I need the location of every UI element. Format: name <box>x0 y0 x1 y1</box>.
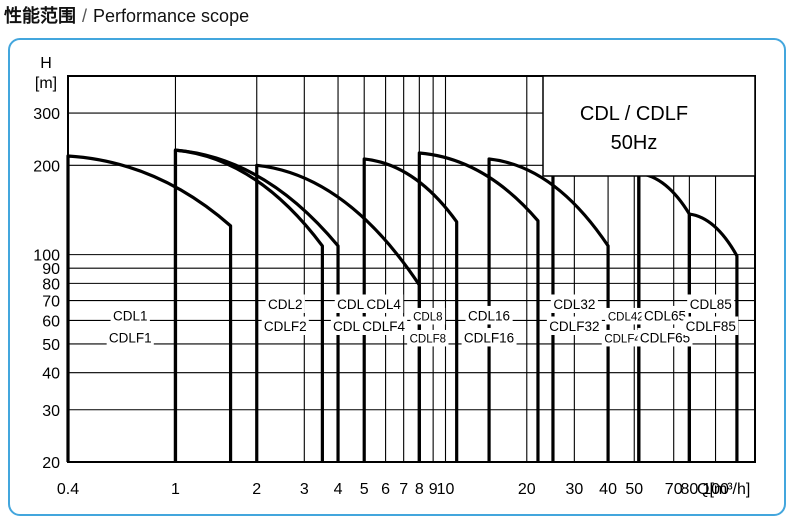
y-tick-label: 40 <box>42 366 60 383</box>
series-label-bg <box>360 316 408 335</box>
envelope-cdl1 <box>66 154 233 462</box>
series-label-cdl3: CDL3 <box>337 297 372 312</box>
x-tick-label: 20 <box>518 481 536 498</box>
series-label-cdlf42: CDLF42 <box>604 333 647 345</box>
title-separator: / <box>82 6 88 26</box>
y-axis-unit: [m] <box>35 75 57 92</box>
chart-title: CDL / CDLF <box>580 103 688 125</box>
chart-frame <box>8 38 786 516</box>
x-tick-label: 10 <box>437 481 455 498</box>
series-label-cdlf2: CDLF2 <box>264 319 307 334</box>
x-tick-label: 80 <box>680 481 698 498</box>
series-label-bg <box>605 307 647 325</box>
series-label-bg <box>683 316 739 335</box>
x-tick-label: 4 <box>334 481 343 498</box>
series-label-bg <box>546 316 602 335</box>
series-label-cdlf16: CDLF16 <box>464 330 514 345</box>
page-header: 性能范围 / Performance scope <box>4 2 249 28</box>
series-label-cdlf1: CDLF1 <box>109 330 152 345</box>
series-label-cdlf65: CDLF65 <box>640 330 690 345</box>
english-title: Performance scope <box>93 6 250 26</box>
y-tick-label: 30 <box>42 403 60 420</box>
series-label-cdlf32: CDLF32 <box>549 319 599 334</box>
x-tick-label: 3 <box>300 481 309 498</box>
series-label-bg <box>407 329 449 347</box>
series-label-cdl8: CDL8 <box>413 311 442 323</box>
x-tick-label: 9 <box>429 481 438 498</box>
series-label-bg <box>363 294 404 313</box>
y-tick-label: 60 <box>42 313 60 330</box>
x-tick-label: 5 <box>360 481 369 498</box>
y-tick-label: 20 <box>42 455 60 472</box>
series-label-cdl32: CDL32 <box>553 297 595 312</box>
x-axis-label: Q[m³/h] <box>697 481 750 498</box>
series-label-bg <box>637 327 693 347</box>
series-label-bg <box>410 307 446 325</box>
series-label-bg <box>465 305 513 325</box>
envelope-cdl16 <box>417 151 540 462</box>
envelope-cdl8 <box>362 157 459 462</box>
series-label-cdlf4: CDLF4 <box>362 319 405 334</box>
x-tick-label: 6 <box>381 481 390 498</box>
series-label-bg <box>106 327 154 347</box>
y-tick-label: 300 <box>33 106 60 123</box>
title-box <box>542 75 756 177</box>
series-labels: CDL1CDLF1CDL2CDLF2CDL3CDLF3CDL4CDLF4CDL8… <box>106 294 739 347</box>
y-tick-label: 70 <box>42 294 60 311</box>
envelope-cdl4 <box>255 163 421 462</box>
series-label-bg <box>550 294 598 313</box>
x-tick-label: 30 <box>565 481 583 498</box>
series-label-bg <box>461 327 517 347</box>
x-tick-label: 8 <box>415 481 424 498</box>
series-label-cdlf85: CDLF85 <box>686 319 736 334</box>
series-label-cdl2: CDL2 <box>268 297 303 312</box>
x-tick-label: 1 <box>171 481 180 498</box>
x-tick-label: 50 <box>625 481 643 498</box>
y-tick-label: 50 <box>42 337 60 354</box>
series-label-bg <box>687 294 735 313</box>
x-tick-label: 70 <box>665 481 683 498</box>
series-label-bg <box>265 294 305 313</box>
series-label-bg <box>110 305 150 325</box>
chinese-title: 性能范围 <box>4 6 76 26</box>
y-axis-symbol: H <box>40 55 52 72</box>
series-label-cdlf8: CDLF8 <box>410 333 446 345</box>
x-tick-label: 0.4 <box>57 481 79 498</box>
y-tick-label: 90 <box>42 261 60 278</box>
series-label-cdl1: CDL1 <box>113 308 148 323</box>
y-tick-label: 200 <box>33 158 60 175</box>
series-label-cdl16: CDL16 <box>468 308 510 323</box>
y-tick-label: 80 <box>42 276 60 293</box>
series-label-bg <box>261 316 309 335</box>
x-tick-label: 7 <box>399 481 408 498</box>
x-tick-label: 40 <box>599 481 617 498</box>
envelope-cdl85 <box>687 212 739 462</box>
plot-area-border <box>67 75 756 463</box>
envelope-cdl3 <box>173 148 340 462</box>
x-tick-label: 2 <box>252 481 261 498</box>
x-tick-label: 100 <box>702 481 729 498</box>
series-label-cdl85: CDL85 <box>690 297 732 312</box>
series-label-cdl42: CDL42 <box>608 311 644 323</box>
series-label-cdl4: CDL4 <box>366 297 401 312</box>
y-tick-label: 100 <box>33 248 60 265</box>
series-label-cdl65: CDL65 <box>644 308 686 323</box>
series-label-bg <box>641 305 689 325</box>
chart-subtitle: 50Hz <box>611 132 658 154</box>
